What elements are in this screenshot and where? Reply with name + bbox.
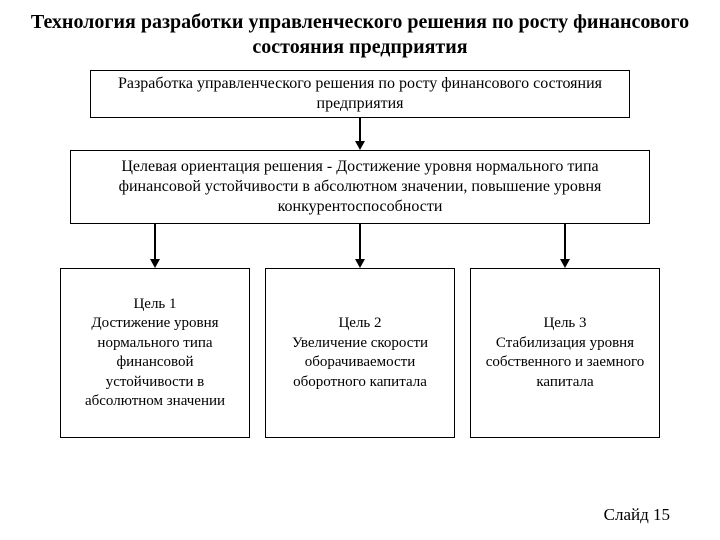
box-top: Разработка управленческого решения по ро… bbox=[90, 70, 630, 118]
arrow-goal1-line bbox=[154, 224, 156, 259]
arrow-goal3-head bbox=[560, 259, 570, 268]
arrow-goal1-head bbox=[150, 259, 160, 268]
box-top-text: Разработка управленческого решения по ро… bbox=[101, 74, 619, 114]
slide-title: Технология разработки управленческого ре… bbox=[0, 10, 720, 60]
box-goal-3: Цель 3 Стабилизация уровня собственного … bbox=[470, 268, 660, 438]
box-goal-3-text: Цель 3 Стабилизация уровня собственного … bbox=[481, 314, 649, 392]
box-goal-2: Цель 2 Увеличение скорости оборачиваемос… bbox=[265, 268, 455, 438]
arrow-top-middle-head bbox=[355, 141, 365, 150]
arrow-goal3-line bbox=[564, 224, 566, 259]
arrow-goal2-line bbox=[359, 224, 361, 259]
box-goal-1-text: Цель 1 Достижение уровня нормального тип… bbox=[71, 295, 239, 412]
slide-number: Слайд 15 bbox=[604, 505, 670, 525]
box-goal-1: Цель 1 Достижение уровня нормального тип… bbox=[60, 268, 250, 438]
slide: Технология разработки управленческого ре… bbox=[0, 0, 720, 540]
arrow-goal2-head bbox=[355, 259, 365, 268]
box-middle: Целевая ориентация решения - Достижение … bbox=[70, 150, 650, 224]
arrow-top-middle-line bbox=[359, 118, 361, 141]
box-middle-text: Целевая ориентация решения - Достижение … bbox=[81, 157, 639, 217]
box-goal-2-text: Цель 2 Увеличение скорости оборачиваемос… bbox=[276, 314, 444, 392]
